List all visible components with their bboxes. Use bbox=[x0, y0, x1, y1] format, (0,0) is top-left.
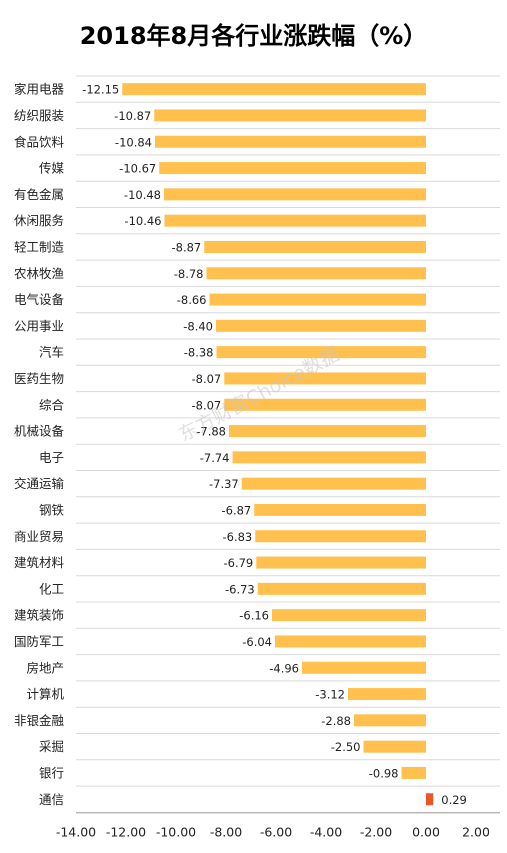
category-label: 通信 bbox=[39, 792, 64, 807]
bar-8 bbox=[206, 267, 426, 280]
bar-13 bbox=[224, 398, 426, 411]
category-label: 公用事业 bbox=[14, 318, 64, 333]
value-label: -0.98 bbox=[369, 766, 399, 780]
category-label: 计算机 bbox=[26, 687, 64, 702]
category-label: 非银金融 bbox=[14, 713, 65, 728]
value-label: -6.87 bbox=[221, 503, 251, 517]
category-label: 化工 bbox=[39, 581, 64, 596]
category-label: 汽车 bbox=[39, 345, 64, 360]
category-label: 采掘 bbox=[39, 739, 64, 754]
category-label: 传媒 bbox=[39, 161, 65, 176]
value-label: -2.50 bbox=[331, 740, 361, 754]
x-tick-label: 2.00 bbox=[462, 824, 490, 839]
value-label: -10.87 bbox=[114, 109, 151, 123]
labels-layer: 家用电器 -12.15 纺织服装 -10.87 食品饮料 -10.84 传媒 -10.67 有色… bbox=[14, 82, 467, 807]
bar-11 bbox=[216, 346, 426, 359]
bar-14 bbox=[229, 425, 426, 438]
bar-20 bbox=[257, 582, 426, 595]
category-label: 银行 bbox=[39, 765, 64, 780]
category-label: 电子 bbox=[39, 450, 64, 465]
bar-22 bbox=[275, 635, 426, 648]
bar-10 bbox=[216, 319, 426, 332]
category-label: 医药生物 bbox=[14, 371, 64, 386]
bar-6 bbox=[164, 214, 426, 227]
bar-25 bbox=[354, 714, 426, 727]
category-label: 食品饮料 bbox=[14, 134, 65, 149]
x-tick-label: -12.00 bbox=[106, 824, 146, 839]
bar-12 bbox=[224, 372, 426, 385]
value-label: -8.87 bbox=[171, 240, 201, 254]
bar-1 bbox=[122, 83, 426, 96]
bar-7 bbox=[204, 240, 426, 253]
category-label: 电气设备 bbox=[14, 292, 65, 307]
category-label: 综合 bbox=[39, 397, 65, 412]
category-label: 家用电器 bbox=[14, 82, 65, 97]
value-label: -8.07 bbox=[191, 372, 221, 386]
value-label: -4.96 bbox=[269, 661, 299, 675]
bar-28 bbox=[426, 793, 434, 806]
chart-title: 2018年8月各行业涨跌幅（%） bbox=[79, 22, 428, 50]
category-label: 交通运输 bbox=[14, 476, 65, 491]
value-label: 0.29 bbox=[441, 793, 467, 807]
bar-15 bbox=[232, 451, 426, 464]
grid-layer bbox=[76, 75, 500, 813]
bar-18 bbox=[255, 530, 426, 543]
bar-5 bbox=[164, 188, 426, 201]
value-label: -10.48 bbox=[124, 188, 161, 202]
value-label: -8.66 bbox=[177, 293, 207, 307]
bar-24 bbox=[348, 688, 426, 701]
category-label: 有色金属 bbox=[14, 187, 64, 202]
x-tick-label: -14.00 bbox=[56, 824, 96, 839]
value-label: -12.15 bbox=[82, 83, 119, 97]
category-label: 国防军工 bbox=[14, 634, 64, 649]
value-label: -6.73 bbox=[225, 582, 255, 596]
value-label: -3.12 bbox=[315, 688, 345, 702]
value-label: -10.84 bbox=[115, 135, 152, 149]
value-label: -6.83 bbox=[222, 530, 252, 544]
value-label: -8.78 bbox=[174, 267, 204, 281]
value-label: -8.40 bbox=[183, 319, 213, 333]
category-label: 轻工制造 bbox=[14, 239, 65, 254]
category-label: 房地产 bbox=[26, 660, 64, 675]
bar-21 bbox=[272, 609, 426, 622]
category-label: 休闲服务 bbox=[14, 213, 64, 228]
category-label: 建筑装饰 bbox=[14, 608, 64, 623]
x-tick-label: 0.00 bbox=[412, 824, 440, 839]
bar-16 bbox=[241, 477, 426, 490]
bar-3 bbox=[155, 135, 426, 148]
value-label: -6.04 bbox=[242, 635, 272, 649]
value-label: -7.88 bbox=[196, 425, 226, 439]
bar-26 bbox=[363, 740, 426, 753]
category-label: 农林牧渔 bbox=[14, 266, 64, 281]
value-label: -10.67 bbox=[119, 162, 156, 176]
x-tick-label: -4.00 bbox=[310, 824, 342, 839]
bar-17 bbox=[254, 503, 426, 516]
bars-layer bbox=[122, 83, 434, 806]
value-label: -10.46 bbox=[124, 214, 161, 228]
category-label: 建筑材料 bbox=[14, 555, 65, 570]
x-tick-label: -6.00 bbox=[260, 824, 292, 839]
value-label: -2.88 bbox=[321, 714, 351, 728]
value-label: -6.79 bbox=[223, 556, 253, 570]
category-label: 纺织服装 bbox=[14, 108, 64, 123]
bar-4 bbox=[159, 162, 426, 175]
bar-23 bbox=[302, 661, 426, 674]
x-axis: -14.00 -12.00 -10.00 -8.00 -6.00 -4.00 -2.00 0.… bbox=[56, 812, 500, 839]
category-label: 机械设备 bbox=[14, 424, 65, 439]
value-label: -8.38 bbox=[184, 346, 214, 360]
value-label: -7.74 bbox=[200, 451, 230, 465]
bar-27 bbox=[401, 766, 426, 779]
value-label: -8.07 bbox=[191, 398, 221, 412]
bar-9 bbox=[209, 293, 426, 306]
bar-19 bbox=[256, 556, 426, 569]
value-label: -6.16 bbox=[239, 609, 269, 623]
category-label: 商业贸易 bbox=[14, 529, 64, 544]
value-label: -7.37 bbox=[209, 477, 239, 491]
x-tick-label: -2.00 bbox=[360, 824, 392, 839]
bar-2 bbox=[154, 109, 426, 122]
category-label: 钢铁 bbox=[39, 502, 65, 517]
x-tick-label: -8.00 bbox=[210, 824, 242, 839]
x-tick-label: -10.00 bbox=[156, 824, 196, 839]
